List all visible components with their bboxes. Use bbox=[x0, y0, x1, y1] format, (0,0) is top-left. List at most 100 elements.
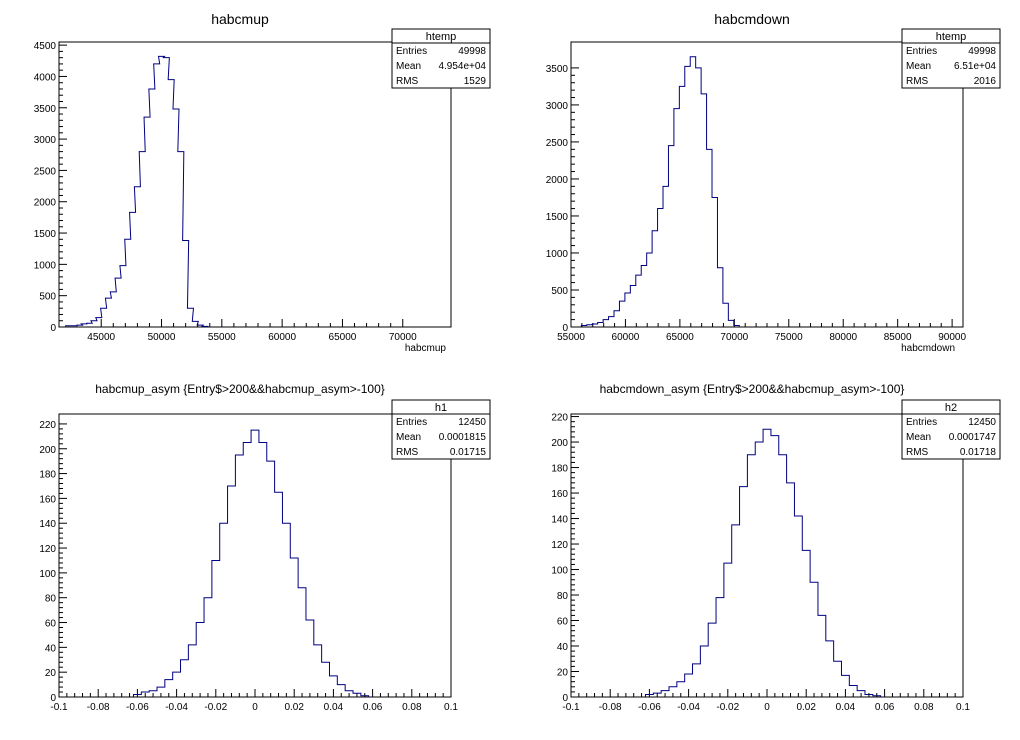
stats-row-value: 0.0001815 bbox=[439, 432, 487, 443]
stats-row-label: Entries bbox=[906, 417, 937, 428]
stats-row-label: Mean bbox=[396, 432, 421, 443]
plot-frame bbox=[58, 413, 452, 698]
y-tick-label: 220 bbox=[39, 420, 56, 431]
x-tick-label: -0.1 bbox=[50, 702, 68, 713]
y-tick-label: 100 bbox=[551, 566, 568, 577]
y-tick-label: 200 bbox=[39, 445, 56, 456]
histogram-line bbox=[580, 56, 740, 327]
stats-row-label: RMS bbox=[396, 76, 419, 87]
y-tick-label: 3500 bbox=[546, 64, 569, 75]
x-tick-label: 60000 bbox=[268, 332, 296, 343]
chart-title: habcmup bbox=[211, 11, 269, 27]
stats-row-value: 2016 bbox=[974, 76, 997, 87]
histogram-panels: habcmup050010001500200025003000350040004… bbox=[34, 11, 1001, 713]
x-tick-label: 65000 bbox=[329, 332, 357, 343]
x-tick-label: 0.08 bbox=[914, 702, 934, 713]
stats-row-value: 0.0001747 bbox=[949, 432, 997, 443]
stats-box-frame bbox=[901, 399, 1001, 460]
stats-box-frame bbox=[391, 399, 491, 460]
stats-row-value: 12450 bbox=[968, 417, 996, 428]
stats-box: h1 Entries 12450 Mean 0.0001815 RMS 0.01715 bbox=[391, 399, 491, 460]
stats-row-value: 0.01718 bbox=[960, 447, 997, 458]
x-tick-label: 0.02 bbox=[796, 702, 816, 713]
x-tick-label: -0.04 bbox=[165, 702, 188, 713]
x-tick-label: 0.04 bbox=[836, 702, 856, 713]
y-tick-label: 160 bbox=[551, 489, 568, 500]
y-tick-label: 3000 bbox=[34, 135, 57, 146]
x-axis: 55000 60000 65000 70000 75000 80000 85000 90000 bbox=[557, 319, 966, 343]
stats-row-value: 0.01715 bbox=[450, 447, 487, 458]
y-tick-label: 140 bbox=[39, 519, 56, 530]
y-axis: 0 20 40 60 80 100 120 140 160 180 200 220 bbox=[39, 420, 67, 704]
y-tick-label: 200 bbox=[551, 438, 568, 449]
x-tick-label: 0 bbox=[764, 702, 770, 713]
stats-box-frame bbox=[901, 28, 1001, 89]
y-tick-label: 180 bbox=[551, 464, 568, 475]
stats-box: htemp Entries 49998 Mean 6.51e+04 RMS 2016 bbox=[901, 28, 1001, 89]
y-tick-label: 2000 bbox=[546, 175, 569, 186]
y-tick-label: 3000 bbox=[546, 101, 569, 112]
stats-row-label: RMS bbox=[906, 76, 929, 87]
x-tick-label: 0.06 bbox=[363, 702, 383, 713]
stats-row-label: Mean bbox=[906, 432, 931, 443]
x-tick-label: 65000 bbox=[666, 332, 694, 343]
stats-row-label: RMS bbox=[396, 447, 419, 458]
x-tick-label: 0.06 bbox=[875, 702, 895, 713]
y-tick-label: 3500 bbox=[34, 104, 57, 115]
stats-row-value: 6.51e+04 bbox=[954, 61, 996, 72]
y-tick-label: 1000 bbox=[546, 249, 569, 260]
stats-box-name: htemp bbox=[426, 31, 457, 43]
x-tick-label: -0.08 bbox=[87, 702, 110, 713]
plot-frame bbox=[570, 413, 964, 698]
x-tick-label: -0.06 bbox=[126, 702, 149, 713]
x-tick-label: 70000 bbox=[389, 332, 417, 343]
y-tick-label: 2000 bbox=[34, 198, 57, 209]
stats-box: h2 Entries 12450 Mean 0.0001747 RMS 0.01718 bbox=[901, 399, 1001, 460]
stats-box-frame bbox=[391, 28, 491, 89]
stats-box-name: htemp bbox=[936, 31, 967, 43]
y-tick-label: 0 bbox=[50, 323, 56, 334]
chart-title: habcmup_asym {Entry$>200&&habcmup_asym>-… bbox=[95, 382, 385, 396]
y-tick-label: 120 bbox=[39, 544, 56, 555]
histogram-panel-3: habcmup_asym {Entry$>200&&habcmup_asym>-… bbox=[39, 382, 491, 713]
y-tick-label: 120 bbox=[551, 540, 568, 551]
x-tick-label: -0.06 bbox=[638, 702, 661, 713]
y-tick-label: 180 bbox=[39, 470, 56, 481]
histogram-panel-1: habcmup 0 500 1000 1500 2000 2500 3000 3500 4000 4… bbox=[34, 11, 491, 354]
y-tick-label: 0 bbox=[562, 693, 568, 704]
x-tick-label: 0.1 bbox=[444, 702, 458, 713]
stats-row-value: 1529 bbox=[464, 76, 487, 87]
y-tick-label: 160 bbox=[39, 494, 56, 505]
y-tick-label: 4000 bbox=[34, 72, 57, 83]
x-tick-label: 0.02 bbox=[284, 702, 304, 713]
y-tick-label: 60 bbox=[557, 617, 569, 628]
y-tick-label: 500 bbox=[39, 292, 56, 303]
stats-box-name: h1 bbox=[435, 402, 447, 414]
y-tick-label: 1500 bbox=[34, 229, 57, 240]
x-tick-label: 80000 bbox=[829, 332, 857, 343]
x-tick-label: 55000 bbox=[557, 332, 585, 343]
stats-row-value: 49998 bbox=[458, 46, 486, 57]
x-tick-label: 55000 bbox=[208, 332, 236, 343]
stats-row-label: Mean bbox=[906, 61, 931, 72]
stats-row-label: Entries bbox=[906, 46, 937, 57]
histogram-panel-2: habcmdown 0 500 1000 1500 2000 2500 3000 3500 550… bbox=[546, 11, 1001, 354]
x-tick-label: 0.04 bbox=[324, 702, 344, 713]
x-tick-label: 50000 bbox=[148, 332, 176, 343]
y-tick-label: 500 bbox=[551, 286, 568, 297]
histogram-line bbox=[132, 429, 370, 697]
x-tick-label: -0.04 bbox=[677, 702, 700, 713]
stats-row-value: 49998 bbox=[968, 46, 996, 57]
y-tick-label: 0 bbox=[562, 323, 568, 334]
plot-frame bbox=[570, 41, 964, 328]
y-axis: 0 500 1000 1500 2000 2500 3000 3500 bbox=[546, 64, 579, 334]
y-tick-label: 0 bbox=[50, 693, 56, 704]
x-tick-label: -0.02 bbox=[716, 702, 739, 713]
stats-row-value: 12450 bbox=[458, 417, 486, 428]
stats-row-label: Entries bbox=[396, 417, 427, 428]
x-tick-label: 0.1 bbox=[956, 702, 970, 713]
y-tick-label: 60 bbox=[45, 619, 57, 630]
x-axis: -0.1 -0.08 -0.06 -0.04 -0.02 0 0.02 0.04 0.06 0.0… bbox=[50, 689, 458, 713]
y-tick-label: 220 bbox=[551, 413, 568, 424]
x-tick-label: 75000 bbox=[775, 332, 803, 343]
